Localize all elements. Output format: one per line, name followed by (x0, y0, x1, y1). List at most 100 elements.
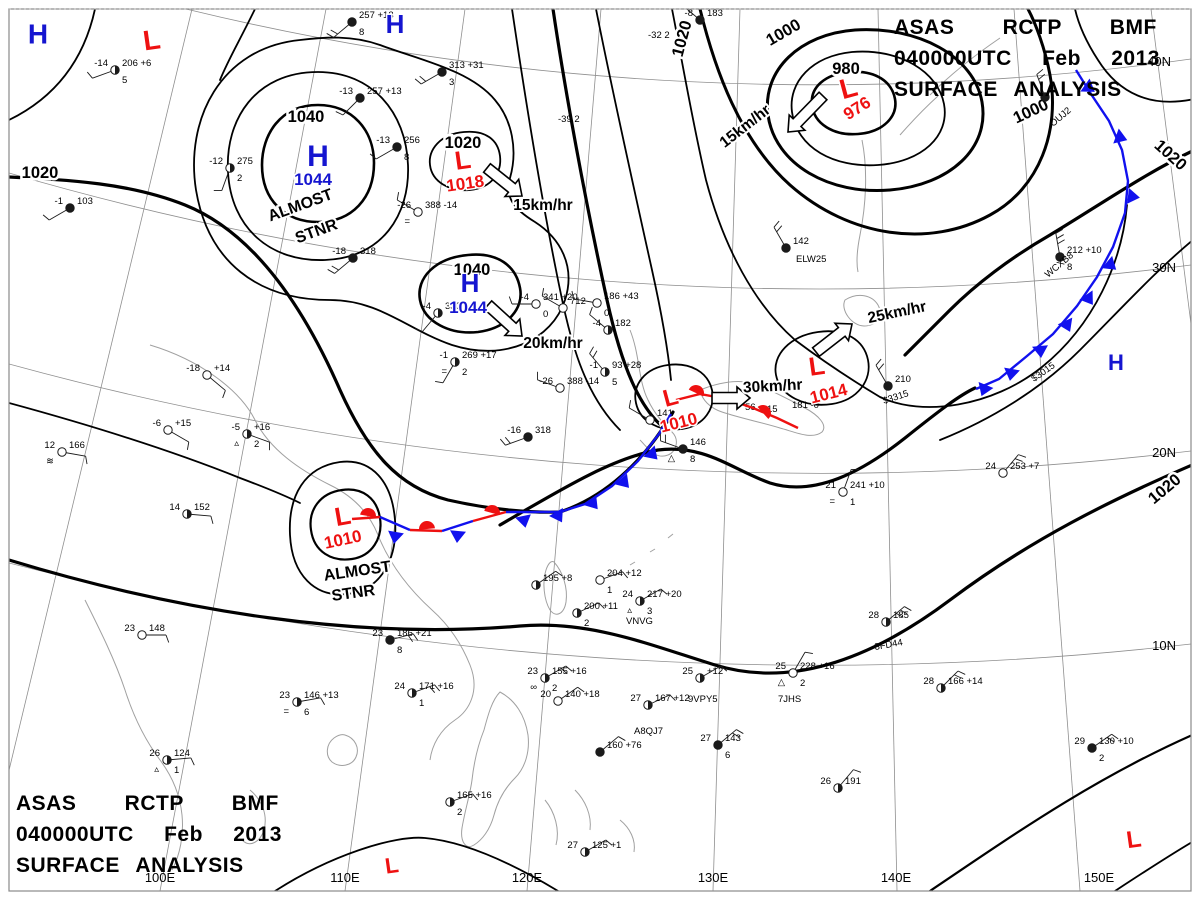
station-plot: 204 +12 1 (595, 568, 642, 596)
station-plot: -14 206 +6 5 (86, 58, 151, 86)
station-plot: 28 185 3FD44 (868, 606, 912, 653)
front-line-warm (409, 528, 443, 533)
station-dewpoint: 8 (1067, 262, 1072, 273)
station-temp: 25 (682, 666, 693, 677)
station-pressure: 210 (895, 374, 911, 385)
isobar (260, 103, 376, 224)
station-weather-symbol: ▵ (154, 764, 159, 775)
station-circle (1055, 252, 1065, 262)
wind-barb-tick (1014, 458, 1023, 462)
station-circle (392, 142, 402, 152)
station-circle (838, 487, 848, 497)
station-weather-symbol: = (441, 366, 447, 377)
station-dewpoint: 2 (462, 367, 467, 378)
station-circle (713, 740, 723, 750)
station-dewpoint: 8 (404, 152, 409, 163)
wind-barb-tick (412, 633, 419, 641)
low-pressure-symbol: L (332, 500, 353, 532)
station-pressure: 124 (174, 748, 190, 759)
small-text: 181 -0 (792, 400, 819, 411)
station-temp: -6 (153, 418, 161, 429)
wind-barb-tick (577, 686, 585, 693)
cold-front-triangle (583, 494, 598, 510)
station-circle-half (247, 429, 252, 439)
isobar-value-label: 1020 (669, 19, 696, 59)
station-pressure: 142 (793, 236, 809, 247)
station-circle-half (450, 797, 455, 807)
wind-barb-tick (508, 296, 513, 305)
station-temp: 25 (775, 661, 786, 672)
station-weather-symbol: ∞ (530, 682, 537, 693)
small-text: 15 (767, 404, 778, 415)
station-pressure: +15 (175, 418, 191, 429)
front-cold (975, 69, 1140, 397)
wind-barb-tick (396, 192, 400, 201)
wind-barb-tick (165, 634, 170, 643)
station-plot: 25 +12 9VPY5 (682, 665, 728, 705)
wind-barb-tick (330, 29, 338, 35)
station-circle-half (886, 617, 891, 627)
station-plot: 186 +43 0 (571, 290, 639, 319)
coastline (856, 139, 867, 273)
station-temp: 23 (372, 628, 383, 639)
station-plot: -4 182 (589, 306, 631, 335)
wind-barb-tick (42, 214, 50, 221)
wind-barb-tick (900, 609, 908, 615)
station-plot: 27 125 +1 (567, 839, 621, 857)
station-pressure: 257 +13 (359, 10, 394, 21)
front-line-cold (559, 413, 673, 514)
station-weather-symbol: ▵ (627, 605, 632, 616)
cold-front-triangle (1080, 78, 1095, 92)
coastline (544, 789, 635, 853)
station-dewpoint: 2 (457, 807, 462, 818)
station-plot: 257 +13 8 (326, 10, 394, 38)
coastline (326, 734, 358, 766)
wind-barb-tick (878, 363, 885, 371)
wind-barb-tick (618, 736, 626, 741)
meridian-line (159, 9, 327, 891)
station-circle (592, 298, 602, 308)
wind-barb-tick (804, 651, 813, 655)
station-pressure: 318 (535, 425, 551, 436)
latitude-label: 10N (1152, 638, 1176, 653)
station-pressure: +14 (214, 363, 230, 374)
wind-barb-tick (875, 358, 882, 366)
station-plot: 200 +11 2 (572, 601, 618, 629)
isobar (511, 9, 621, 431)
longitude-label: 130E (698, 870, 729, 885)
wind-barb-tick (660, 588, 668, 595)
isobar (309, 488, 382, 561)
meridian-line (9, 9, 193, 773)
wind-barb-tick (429, 686, 436, 694)
station-temp: -13 (376, 135, 390, 146)
station-circle-half (455, 357, 460, 367)
cold-front-triangle (1032, 345, 1048, 358)
station-pressure: 318 (360, 246, 376, 257)
cold-front-triangle (1113, 128, 1128, 144)
station-plot: 27 143 6 (700, 729, 744, 761)
station-pressure: 241 +10 (850, 480, 885, 491)
station-temp: -12 (209, 156, 223, 167)
station-circle (998, 468, 1008, 478)
wind-barb-tick (435, 380, 444, 384)
station-pressure: 228 +16 (800, 661, 835, 672)
station-pressure: 388 -14 (425, 200, 457, 211)
speed-label: 20km/hr (523, 335, 582, 352)
station-plot: 21 241 +10 1 = (825, 468, 885, 508)
small-text: $3315 (882, 388, 911, 407)
product-id-bottom: ASAS RCTP BMF (16, 792, 279, 815)
station-plot: 712 (541, 288, 586, 313)
station-pressure: 185 (893, 610, 909, 621)
isobar-value-label: 1000 (763, 16, 804, 50)
cold-front-triangle (615, 473, 630, 488)
wind-barb-tick (682, 0, 685, 5)
isobar (551, 9, 666, 430)
station-weather-symbol: = (404, 216, 410, 227)
station-pressure: 146 (690, 437, 706, 448)
station-circle (595, 747, 605, 757)
isobar-value-label: 1020 (445, 134, 482, 152)
station-circle (558, 303, 568, 313)
